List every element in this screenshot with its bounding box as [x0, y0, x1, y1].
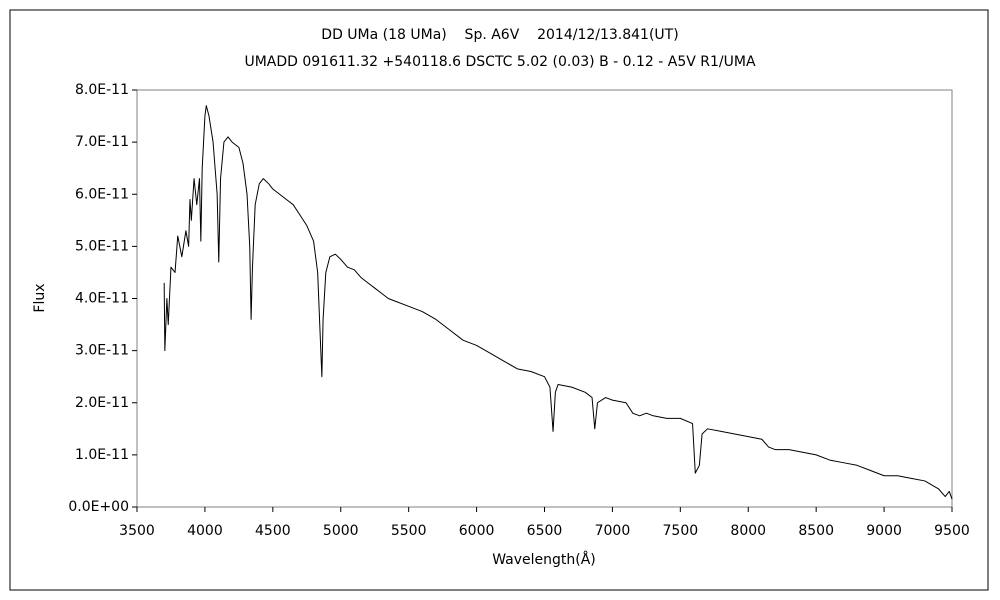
chart-frame	[9, 9, 989, 591]
x-tick-label: 7000	[595, 523, 631, 539]
x-tick-label: 4500	[255, 523, 291, 539]
y-tick-label: 0.0E+00	[68, 499, 129, 515]
x-tick-label: 5500	[391, 523, 427, 539]
y-tick-label: 4.0E-11	[75, 291, 129, 307]
x-tick-label: 5000	[323, 523, 359, 539]
y-tick-label: 8.0E-11	[75, 82, 129, 98]
x-tick-label: 7500	[663, 523, 699, 539]
spectrum-line	[163, 105, 953, 500]
x-tick-label: 4000	[187, 523, 223, 539]
y-axis-label: Flux	[32, 283, 48, 312]
x-axis-label: Wavelength(Å)	[492, 551, 596, 568]
x-tick-label: 9500	[934, 523, 970, 539]
chart-subtitle: UMADD 091611.32 +540118.6 DSCTC 5.02 (0.…	[244, 54, 755, 70]
x-tick-label: 6500	[527, 523, 563, 539]
y-tick-label: 3.0E-11	[75, 343, 129, 359]
y-tick-label: 7.0E-11	[75, 134, 129, 150]
y-tick-label: 6.0E-11	[75, 186, 129, 202]
y-tick-label: 5.0E-11	[75, 238, 129, 254]
chart-title: DD UMa (18 UMa) Sp. A6V 2014/12/13.841(U…	[321, 27, 678, 43]
x-tick-label: 6000	[459, 523, 495, 539]
y-tick-label: 2.0E-11	[75, 395, 129, 411]
y-tick-label: 1.0E-11	[75, 447, 129, 463]
x-tick-label: 3500	[119, 523, 155, 539]
x-tick-label: 8000	[730, 523, 766, 539]
x-tick-label: 8500	[798, 523, 834, 539]
x-tick-label: 9000	[866, 523, 902, 539]
